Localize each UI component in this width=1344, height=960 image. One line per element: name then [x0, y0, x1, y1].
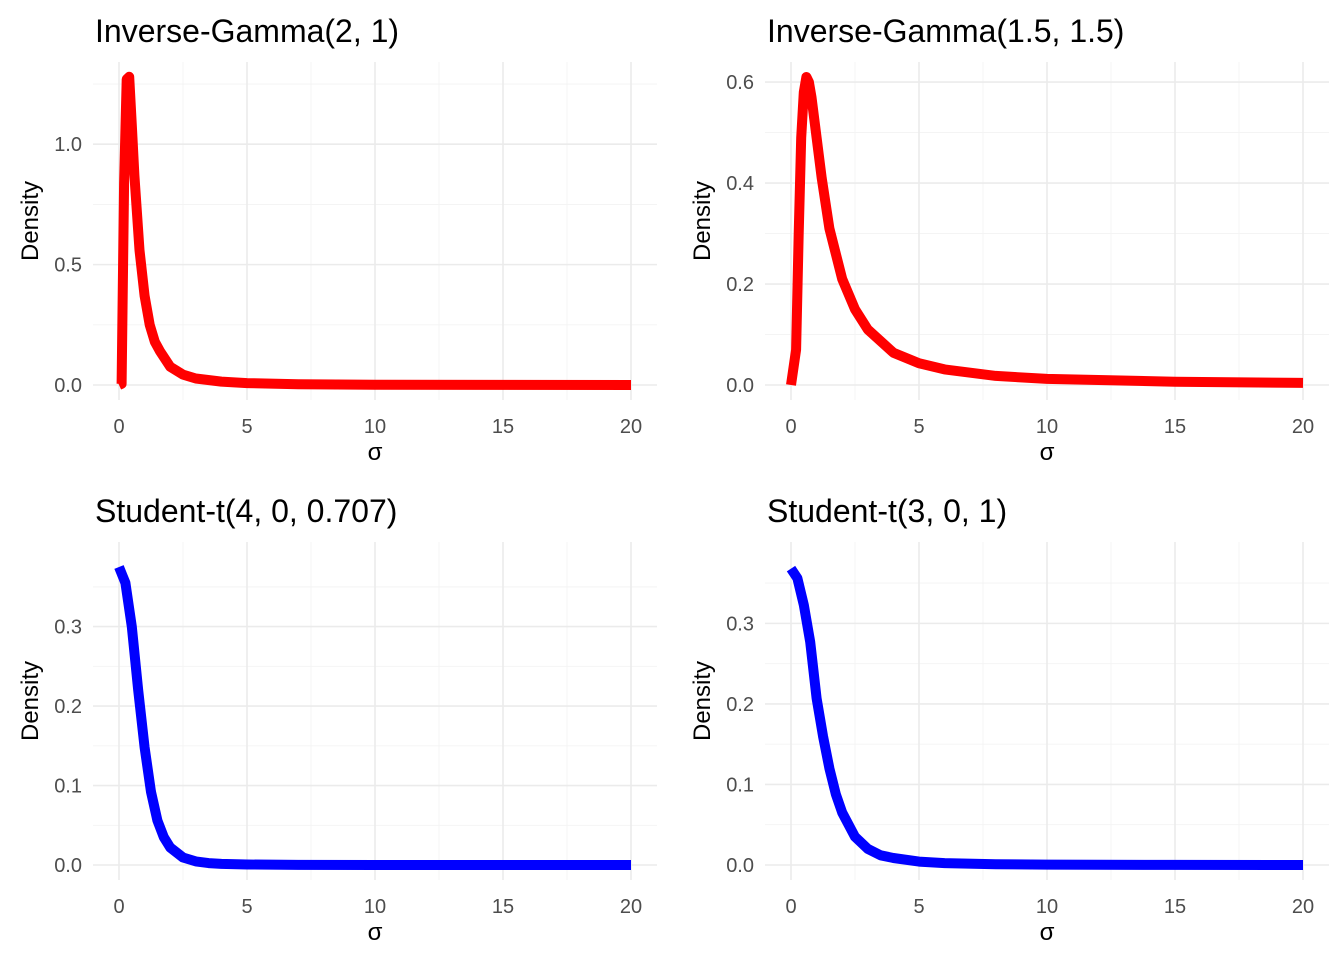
x-tick-label: 5	[241, 416, 252, 438]
chart-title: Student-t(3, 0, 1)	[767, 493, 1007, 529]
chart-panel-4: 0 5 10 15 20 0.0 0.1 0.2 0.3 Student-t(3, 0, 1) σ D…	[689, 493, 1329, 946]
y-tick-label: 0.3	[54, 617, 82, 639]
y-tick-label: 0.3	[726, 613, 754, 635]
y-axis-label: Density	[17, 181, 44, 261]
x-tick-label: 20	[1292, 896, 1314, 918]
y-tick-label: 1.0	[54, 134, 82, 156]
y-tick-label: 0.0	[726, 855, 754, 877]
y-tick-label: 0.5	[54, 255, 82, 277]
y-tick-label: 0.0	[726, 375, 754, 397]
chart-title: Inverse-Gamma(2, 1)	[95, 13, 399, 49]
x-tick-label: 10	[1036, 416, 1058, 438]
x-tick-label: 20	[620, 416, 642, 438]
y-tick-label: 0.1	[726, 774, 754, 796]
chart-title: Inverse-Gamma(1.5, 1.5)	[767, 13, 1124, 49]
x-tick-label: 20	[620, 896, 642, 918]
x-tick-label: 10	[1036, 896, 1058, 918]
y-tick-label: 0.2	[726, 694, 754, 716]
x-axis-label: σ	[1040, 919, 1055, 946]
x-tick-label: 0	[785, 416, 796, 438]
x-axis-label: σ	[368, 439, 383, 466]
y-tick-label: 0.6	[726, 72, 754, 94]
y-axis-label: Density	[689, 661, 716, 741]
density-line-1	[114, 565, 631, 870]
density-line-1	[786, 565, 1304, 870]
chart-panel-3: 0 5 10 15 20 0.0 0.1 0.2 0.3 Student-t(4, 0, 0.70…	[17, 493, 657, 946]
chart-title: Student-t(4, 0, 0.707)	[95, 493, 397, 529]
x-tick-label: 15	[492, 896, 514, 918]
x-tick-label: 10	[364, 896, 386, 918]
y-axis-label: Density	[17, 661, 44, 741]
x-tick-label: 5	[913, 896, 924, 918]
chart-panel-2: 0 5 10 15 20 0.0 0.2 0.4 0.6 Inverse-Gamma(1.5, 1…	[689, 13, 1329, 466]
x-tick-label: 20	[1292, 416, 1314, 438]
y-tick-label: 0.0	[54, 855, 82, 877]
x-axis-label: σ	[368, 919, 383, 946]
y-tick-label: 0.2	[726, 274, 754, 296]
x-axis-label: σ	[1040, 439, 1055, 466]
x-tick-label: 10	[364, 416, 386, 438]
x-tick-label: 5	[241, 896, 252, 918]
density-line-1	[116, 71, 632, 390]
x-tick-label: 15	[492, 416, 514, 438]
x-tick-label: 0	[785, 896, 796, 918]
x-tick-label: 0	[113, 416, 124, 438]
x-tick-label: 0	[113, 896, 124, 918]
x-tick-label: 15	[1164, 416, 1186, 438]
x-tick-label: 5	[913, 416, 924, 438]
y-axis-label: Density	[689, 181, 716, 261]
y-tick-label: 0.4	[726, 173, 754, 195]
y-tick-label: 0.1	[54, 776, 82, 798]
chart-panel-1: 0 5 10 15 20 0.0 0.5 1.0 Inverse-Gamma(2, 1) σ Den…	[17, 13, 657, 466]
y-tick-label: 0.0	[54, 375, 82, 397]
density-line-1	[786, 72, 1304, 388]
y-tick-label: 0.2	[54, 696, 82, 718]
x-tick-label: 15	[1164, 896, 1186, 918]
